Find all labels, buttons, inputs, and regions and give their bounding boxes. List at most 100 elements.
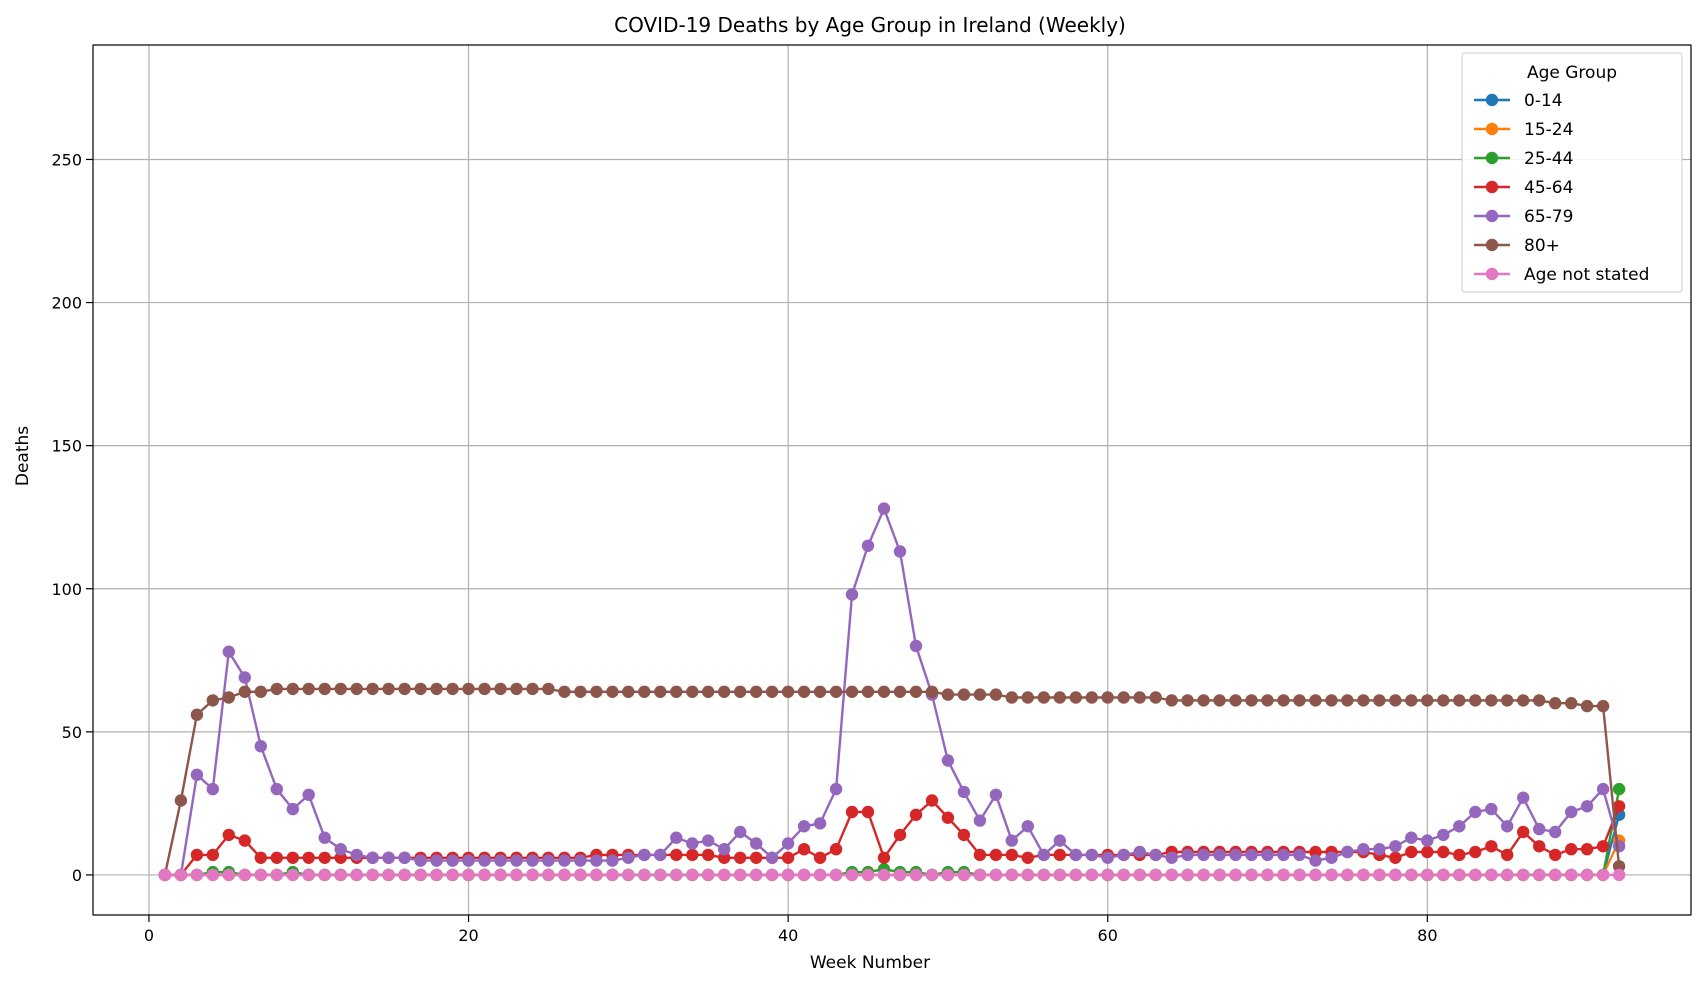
data-point (1389, 868, 1402, 882)
y-tick-label: 100 (51, 580, 82, 599)
data-point (1437, 868, 1450, 882)
data-point (989, 868, 1003, 882)
data-point (366, 851, 379, 864)
data-point (430, 854, 443, 867)
legend-item: 0-14 (1474, 91, 1563, 111)
data-point (1101, 868, 1114, 882)
data-point (398, 868, 411, 882)
data-point (1325, 851, 1338, 864)
data-point (893, 828, 907, 842)
data-point (1421, 694, 1434, 707)
data-point (1229, 868, 1242, 882)
data-point (1309, 854, 1322, 867)
data-point (1565, 843, 1578, 856)
data-point (781, 685, 795, 698)
data-point (254, 851, 267, 864)
data-point (845, 805, 859, 819)
data-point (526, 854, 539, 867)
data-point (1261, 694, 1274, 707)
data-point (1117, 868, 1130, 882)
data-point (1421, 845, 1434, 859)
data-point (1085, 868, 1099, 882)
data-point (702, 848, 715, 862)
data-point (1469, 694, 1482, 707)
data-point (670, 685, 683, 698)
data-point (1501, 848, 1514, 862)
data-point (925, 685, 939, 698)
data-point (606, 685, 619, 698)
data-point (558, 854, 571, 867)
data-point (1501, 820, 1514, 833)
data-point (1309, 868, 1322, 882)
data-point (430, 682, 443, 696)
data-point (1341, 845, 1354, 859)
data-point (446, 854, 459, 867)
legend-item: 45-64 (1474, 178, 1573, 198)
data-point (1421, 834, 1434, 847)
data-point (813, 868, 827, 882)
data-point (270, 868, 283, 882)
data-point (941, 754, 955, 767)
data-point (973, 688, 987, 701)
data-point (1165, 694, 1178, 707)
data-point (1469, 845, 1482, 859)
data-point (845, 588, 859, 601)
data-point (1021, 851, 1034, 864)
data-point (765, 685, 779, 698)
data-point (334, 868, 347, 882)
data-point (430, 868, 443, 882)
data-point (1357, 843, 1370, 856)
x-axis-label: Week Number (810, 953, 930, 973)
data-point (1549, 697, 1562, 710)
data-point (1133, 691, 1146, 704)
data-point (1565, 697, 1578, 710)
data-point (670, 848, 683, 862)
data-point (670, 868, 683, 882)
y-axis-label: Deaths (13, 426, 33, 486)
data-point (1437, 845, 1450, 859)
data-point (989, 788, 1003, 801)
data-point (686, 837, 699, 850)
data-point (1612, 800, 1626, 813)
data-point (222, 828, 235, 842)
data-point (1229, 848, 1242, 862)
data-point (254, 685, 267, 698)
data-point (909, 808, 923, 821)
legend-label: 80+ (1524, 236, 1560, 256)
data-point (174, 794, 188, 807)
legend-marker (1485, 267, 1499, 281)
data-point (1341, 868, 1354, 882)
data-point (829, 782, 843, 796)
data-point (1181, 848, 1194, 862)
data-point (542, 682, 555, 696)
data-point (478, 868, 491, 882)
data-point (1517, 791, 1530, 804)
data-point (1181, 868, 1194, 882)
x-tick-label: 60 (1098, 926, 1118, 945)
legend-marker (1485, 238, 1499, 252)
data-point (1596, 868, 1610, 882)
data-point (973, 814, 987, 827)
data-point (302, 788, 315, 801)
data-point (765, 851, 779, 864)
data-point (1277, 694, 1290, 707)
data-point (1405, 868, 1418, 882)
data-point (845, 685, 859, 698)
data-point (382, 868, 395, 882)
data-point (1596, 782, 1610, 796)
data-point (1437, 828, 1450, 842)
data-point (590, 854, 603, 867)
data-point (174, 868, 188, 882)
data-point (654, 685, 667, 698)
data-point (414, 854, 427, 867)
data-point (1037, 691, 1051, 704)
series-group (158, 502, 1626, 882)
data-point (1053, 691, 1067, 704)
data-point (334, 682, 347, 696)
data-point (1357, 694, 1370, 707)
data-point (622, 685, 635, 698)
data-point (750, 851, 763, 864)
legend-label: 65-79 (1524, 207, 1573, 227)
data-point (526, 868, 539, 882)
